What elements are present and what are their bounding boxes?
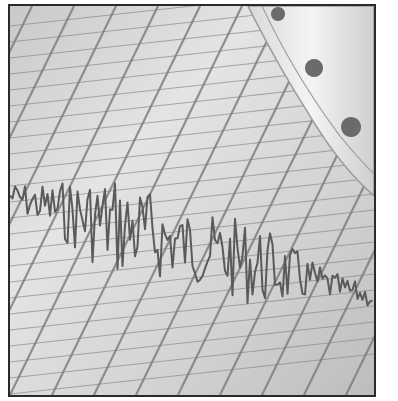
grid-line bbox=[10, 273, 374, 315]
grid-line bbox=[10, 305, 374, 347]
sprocket-hole bbox=[341, 117, 361, 137]
ruling-line bbox=[219, 77, 374, 395]
ruling-line bbox=[93, 6, 285, 395]
sprocket-hole bbox=[271, 7, 285, 21]
grid-line bbox=[10, 337, 374, 379]
grid-line bbox=[10, 289, 374, 331]
ruling-line bbox=[10, 6, 75, 140]
ruling-line bbox=[10, 6, 117, 226]
seismograph-photo bbox=[8, 4, 376, 397]
recording-drum bbox=[247, 6, 374, 198]
grid-line bbox=[10, 209, 374, 251]
sprocket-hole bbox=[305, 59, 323, 77]
grid-line bbox=[10, 145, 374, 187]
grid-line bbox=[10, 6, 197, 27]
seismic-trace bbox=[10, 182, 373, 307]
ruling-line bbox=[303, 249, 374, 395]
grid-line bbox=[10, 353, 374, 395]
grid-line bbox=[10, 129, 374, 171]
ruling-line bbox=[261, 163, 374, 395]
grid-line bbox=[10, 193, 374, 235]
seismograph-illustration bbox=[10, 6, 374, 395]
grid-line bbox=[10, 177, 374, 219]
